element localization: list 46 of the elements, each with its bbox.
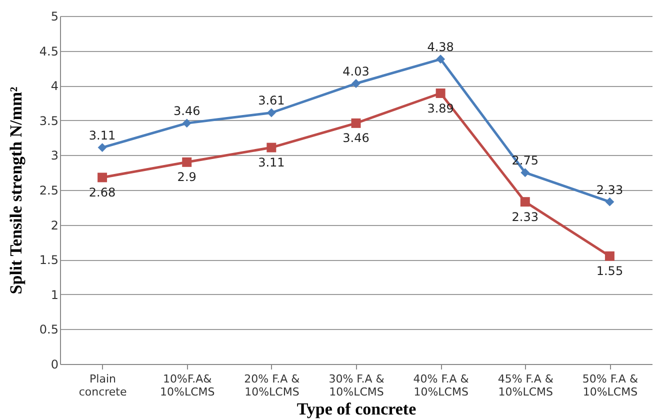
data-label: 4.03 <box>342 64 370 79</box>
data-label: 3.46 <box>342 131 370 146</box>
y-tick-label: 3 <box>50 148 58 163</box>
y-tick-label: 2 <box>50 218 58 232</box>
y-tick-label: 3.5 <box>39 114 58 128</box>
point <box>520 197 530 207</box>
point <box>182 118 192 128</box>
x-tick-label: 10%F.A& 10%LCMS <box>160 372 215 398</box>
y-axis-title: Split Tensile strength N/mm² <box>6 86 26 294</box>
point <box>604 251 614 261</box>
data-label: 3.46 <box>174 104 200 118</box>
data-label: 4.38 <box>427 40 454 54</box>
point <box>266 142 276 152</box>
x-tick-label: 30% F.A & 10%LCMS <box>328 372 385 398</box>
x-axis-title: Type of concrete <box>296 400 417 418</box>
y-tick-label: 1 <box>50 288 58 302</box>
data-label: 2.33 <box>596 182 624 197</box>
point <box>266 108 276 118</box>
y-tick-label: 1.5 <box>39 253 58 268</box>
y-tick-label: 2.5 <box>39 184 58 198</box>
point <box>98 172 108 182</box>
y-tick-label: 0 <box>50 358 58 372</box>
data-label: 3.11 <box>88 128 116 143</box>
x-tick-label: 20% F.A & 10%LCMS <box>244 372 300 398</box>
data-label: 3.61 <box>258 94 285 108</box>
point <box>436 54 446 64</box>
data-label: 2.9 <box>177 170 196 184</box>
point <box>98 143 107 152</box>
y-tick-label: 4 <box>50 79 58 94</box>
y-tick-label: 4.5 <box>39 44 58 58</box>
point <box>436 88 446 98</box>
x-tick-label: 40% F.A & 10%LCMS <box>413 372 470 398</box>
point <box>352 79 360 88</box>
x-tick-label: 50% F.A & 10%LCMS <box>582 372 638 398</box>
point <box>520 168 530 178</box>
x-tick-label: 45% F.A & 10%LCMS <box>498 372 554 398</box>
x-tick-label: Plain concrete <box>78 372 127 398</box>
data-label: 1.55 <box>596 264 624 278</box>
y-tick-label: 0.5 <box>39 322 58 337</box>
y-tick-label: 5 <box>50 10 58 24</box>
point <box>351 118 361 128</box>
point <box>182 157 192 167</box>
point <box>605 197 614 206</box>
data-label: 2.33 <box>512 210 538 224</box>
data-label: 3.11 <box>258 156 285 170</box>
data-label: 2.68 <box>88 185 116 200</box>
